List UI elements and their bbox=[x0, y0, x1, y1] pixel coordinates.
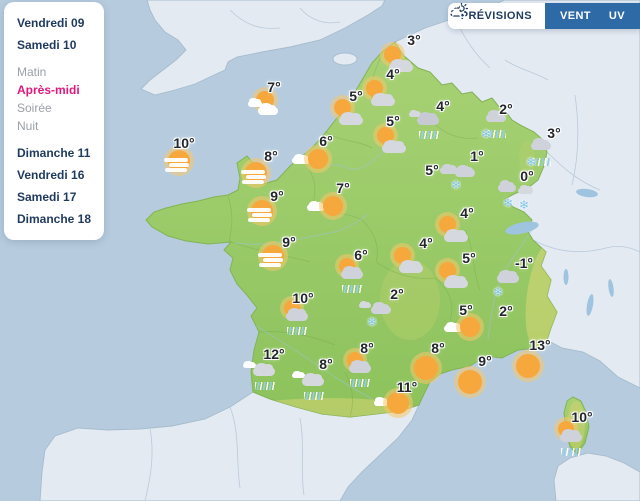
sidebar-item-matin[interactable]: Matin bbox=[17, 65, 47, 79]
uv-icon bbox=[448, 4, 464, 18]
tab-previsions[interactable]: PRÉVISIONS bbox=[447, 3, 545, 29]
tab-uv[interactable]: UV bbox=[448, 4, 634, 22]
sidebar-item-soiree[interactable]: Soirée bbox=[17, 101, 52, 115]
sidebar-item-samedi-17[interactable]: Samedi 17 bbox=[17, 190, 77, 204]
lake-geneva bbox=[505, 221, 539, 235]
tab-vent[interactable]: VENT bbox=[448, 4, 600, 22]
sidebar-item-vendredi-16[interactable]: Vendredi 16 bbox=[17, 168, 85, 182]
lake-constance bbox=[576, 188, 598, 198]
sidebar-item-vendredi-09[interactable]: Vendredi 09 bbox=[17, 16, 85, 30]
sidebar-item-apres-midi[interactable]: Après-midi bbox=[17, 83, 80, 97]
view-switcher: PRÉVISIONS VENT UV bbox=[447, 3, 640, 29]
view-switcher-blue-group: VENT UV bbox=[448, 3, 640, 29]
isle-of-wight bbox=[332, 52, 358, 66]
previsions-label: PRÉVISIONS bbox=[460, 10, 532, 22]
vent-label: VENT bbox=[559, 10, 591, 22]
uv-label: UV bbox=[608, 10, 625, 22]
sidebar-item-dimanche-11[interactable]: Dimanche 11 bbox=[17, 146, 91, 160]
sidebar-item-samedi-10[interactable]: Samedi 10 bbox=[17, 38, 77, 52]
sidebar-item-nuit[interactable]: Nuit bbox=[17, 119, 39, 133]
sidebar-item-dimanche-18[interactable]: Dimanche 18 bbox=[17, 212, 92, 226]
sardinia-landmass bbox=[553, 452, 640, 501]
england-landmass bbox=[140, 0, 386, 96]
date-panel: Vendredi 09 Samedi 10 Matin Après-midi Soiré… bbox=[4, 2, 104, 240]
